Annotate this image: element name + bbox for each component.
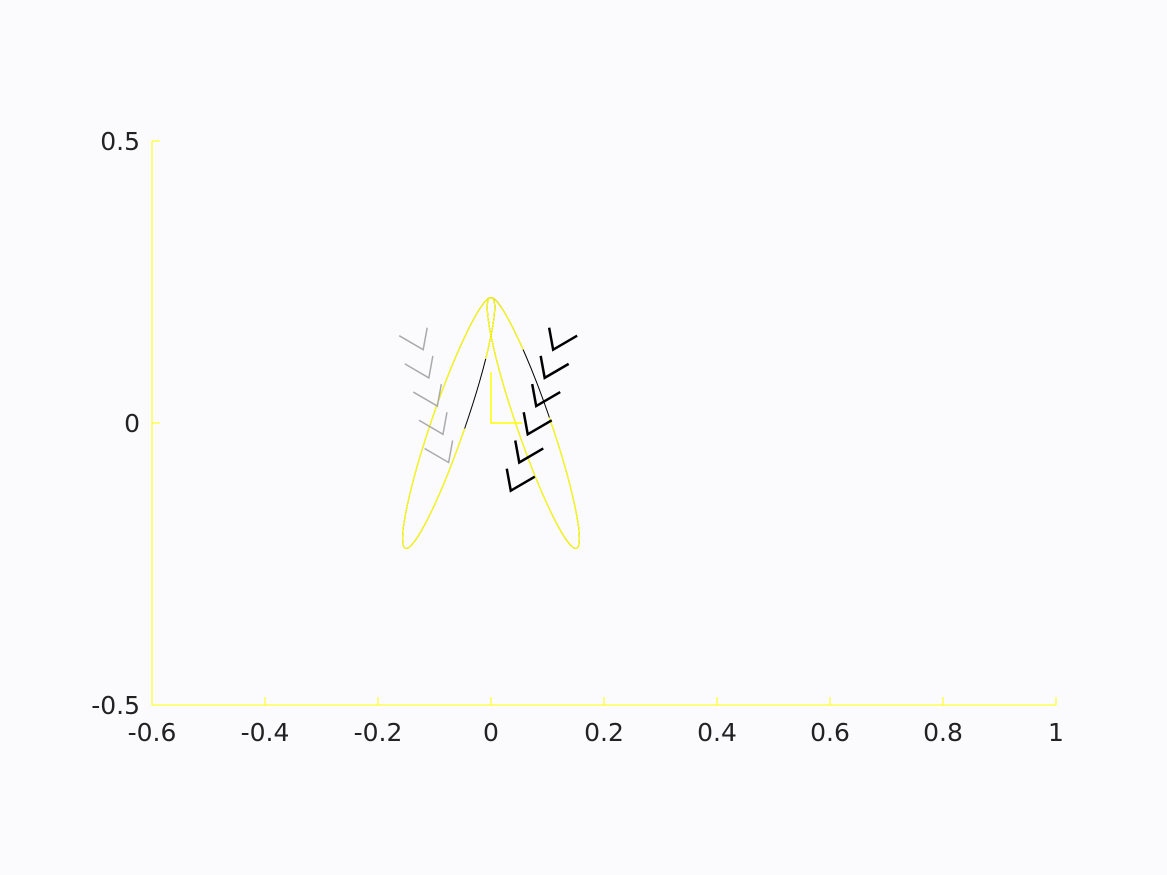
chevron-mark	[424, 440, 454, 464]
chevron-mark	[398, 327, 428, 351]
chevron-mark	[505, 468, 536, 493]
x-tick-label: 0.2	[584, 718, 624, 747]
x-ticks: -0.6 -0.4 -0.2 0 0.2 0.4 0.6 0.8 1	[128, 697, 1064, 747]
chevron-mark	[412, 383, 443, 408]
x-tick-label: -0.6	[128, 718, 177, 747]
plot-content	[398, 296, 581, 550]
axes: -0.6 -0.4 -0.2 0 0.2 0.4 0.6 0.8 1 -0.5 0 0.5	[91, 127, 1064, 747]
y-tick-label: 0	[124, 409, 140, 438]
x-tick-label: 0.6	[810, 718, 850, 747]
chevron-mark	[530, 383, 561, 409]
chevron-mark	[547, 327, 578, 352]
x-tick-label: 0.8	[923, 718, 963, 747]
y-ticks: -0.5 0 0.5	[91, 127, 160, 720]
chevron-mark	[522, 412, 553, 437]
chevron-mark	[404, 355, 434, 380]
chevron-mark	[418, 412, 448, 436]
x-tick-label: 0	[483, 718, 499, 747]
chevron-mark	[539, 355, 570, 380]
y-tick-label: 0.5	[100, 127, 140, 156]
x-tick-label: -0.4	[241, 718, 290, 747]
wing-outline-highlight	[486, 296, 581, 550]
x-tick-label: 1	[1048, 718, 1064, 747]
y-tick-label: -0.5	[91, 691, 140, 720]
chevron-mark	[514, 440, 544, 465]
x-tick-label: 0.4	[697, 718, 737, 747]
origin-marker	[490, 372, 523, 424]
x-tick-label: -0.2	[354, 718, 403, 747]
